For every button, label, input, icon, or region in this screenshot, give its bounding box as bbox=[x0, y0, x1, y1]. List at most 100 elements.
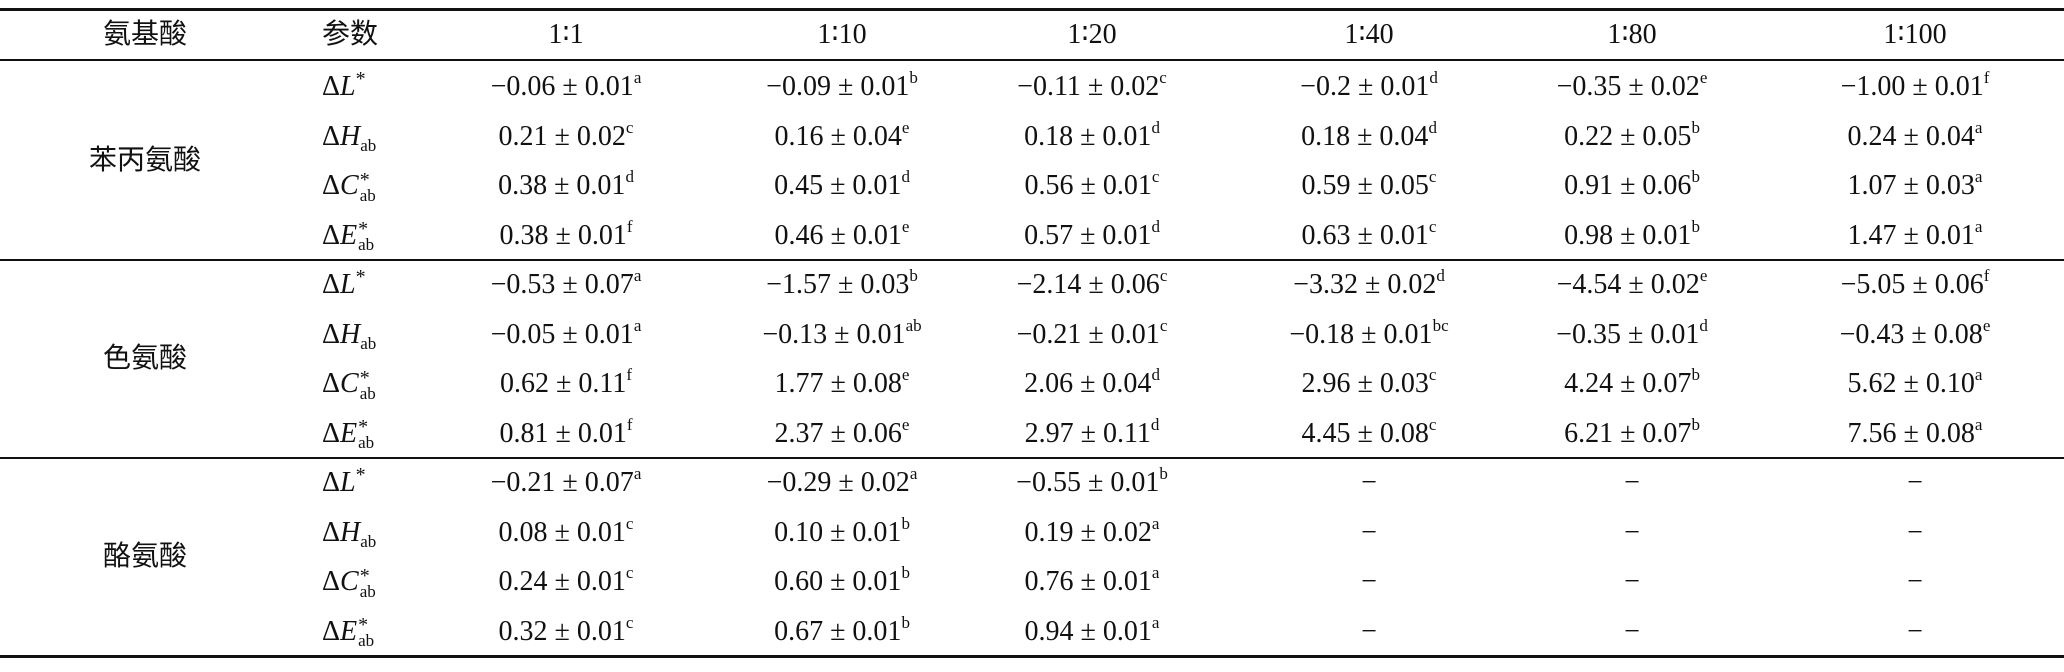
cell-sup: a bbox=[1151, 612, 1160, 632]
cell-sup: b bbox=[901, 513, 910, 533]
param-sub: ab bbox=[359, 383, 376, 403]
cell-sup: a bbox=[1974, 414, 1983, 434]
cell-sup: f bbox=[626, 216, 633, 236]
cell-value: −0.13 ± 0.01 bbox=[762, 318, 906, 350]
param-sub: ab bbox=[359, 581, 376, 601]
cell-value: 0.76 ± 0.01 bbox=[1024, 566, 1152, 597]
param-sup: * bbox=[355, 68, 366, 90]
data-cell: 4.45 ± 0.08c bbox=[1302, 409, 1437, 459]
cell-value: 0.91 ± 0.06 bbox=[1564, 170, 1692, 201]
data-cell: −0.35 ± 0.02e bbox=[1557, 62, 1708, 112]
data-cell: 6.21 ± 0.07b bbox=[1564, 409, 1700, 459]
data-cell: 0.59 ± 0.05c bbox=[1302, 161, 1437, 211]
param-prefix: Δ bbox=[322, 120, 341, 152]
cell-value: 1.07 ± 0.03 bbox=[1847, 170, 1975, 201]
param-scripts: * ab bbox=[359, 564, 376, 601]
rule-line bbox=[0, 457, 2064, 459]
data-cell: −0.53 ± 0.07a bbox=[491, 260, 642, 310]
param: ΔHab bbox=[322, 112, 376, 162]
cell-value: −0.05 ± 0.01 bbox=[490, 318, 634, 350]
cell-value: 0.57 ± 0.01 bbox=[1024, 219, 1152, 251]
cell-value: − bbox=[1907, 615, 1923, 647]
data-cell: −0.43 ± 0.08e bbox=[1840, 310, 1991, 360]
param-prefix: Δ bbox=[322, 269, 341, 300]
cell-value: 0.45 ± 0.01 bbox=[774, 170, 902, 201]
cell-sup: c bbox=[1428, 216, 1437, 236]
data-cell: 0.56 ± 0.01c bbox=[1025, 161, 1160, 211]
cell-sup: a bbox=[633, 315, 642, 335]
param-prefix: Δ bbox=[322, 417, 341, 449]
cell-value: 4.45 ± 0.08 bbox=[1301, 417, 1429, 449]
data-cell: − bbox=[1907, 557, 1923, 607]
data-cell: 2.06 ± 0.04d bbox=[1024, 359, 1160, 409]
param: ΔC * ab bbox=[322, 359, 376, 409]
cell-value: − bbox=[1907, 516, 1923, 548]
param-var: E bbox=[340, 219, 358, 251]
cell-sup: c bbox=[1159, 68, 1167, 87]
data-cell: 0.63 ± 0.01c bbox=[1302, 211, 1437, 261]
data-cell: −0.21 ± 0.07a bbox=[491, 458, 642, 508]
data-cell: −0.35 ± 0.01d bbox=[1556, 310, 1708, 360]
param-sub: ab bbox=[360, 333, 377, 353]
cell-sup: c bbox=[625, 612, 634, 632]
param-sup: * bbox=[359, 564, 370, 587]
cell-sup: a bbox=[1974, 117, 1983, 137]
cell-sup: a bbox=[909, 464, 918, 483]
param-prefix: Δ bbox=[322, 318, 341, 350]
cell-sup: a bbox=[1151, 563, 1160, 582]
param: ΔL* bbox=[322, 260, 366, 310]
rule-line bbox=[0, 59, 2064, 61]
cell-value: 0.63 ± 0.01 bbox=[1301, 219, 1429, 251]
cell-sup: c bbox=[1428, 414, 1437, 434]
data-cell: −0.21 ± 0.01c bbox=[1017, 310, 1168, 360]
data-cell: 0.45 ± 0.01d bbox=[774, 161, 910, 211]
cell-sup: d bbox=[1151, 365, 1160, 384]
param-var: E bbox=[340, 615, 358, 647]
param-prefix: Δ bbox=[322, 467, 341, 498]
cell-value: − bbox=[1361, 566, 1377, 597]
cell-value: −0.2 ± 0.01 bbox=[1300, 71, 1430, 102]
cell-value: −0.09 ± 0.01 bbox=[766, 71, 910, 102]
data-cell: 0.22 ± 0.05b bbox=[1564, 112, 1700, 162]
cell-sup: c bbox=[1151, 167, 1160, 186]
cell-value: 1.77 ± 0.08 bbox=[774, 368, 902, 399]
cell-value: −0.35 ± 0.01 bbox=[1556, 318, 1700, 350]
param-sub: ab bbox=[358, 631, 375, 651]
param: ΔL* bbox=[322, 458, 366, 508]
param-var: E bbox=[340, 417, 358, 449]
data-cell: −0.18 ± 0.01bc bbox=[1289, 310, 1448, 360]
data-cell: 1.77 ± 0.08e bbox=[775, 359, 910, 409]
cell-value: −0.21 ± 0.01 bbox=[1016, 318, 1160, 350]
data-cell: 0.81 ± 0.01f bbox=[499, 409, 632, 459]
cell-value: 0.62 ± 0.11 bbox=[500, 368, 627, 399]
cell-sup: f bbox=[1983, 266, 1990, 285]
data-cell: 0.08 ± 0.01c bbox=[499, 508, 634, 558]
data-cell: 0.18 ± 0.04d bbox=[1301, 112, 1437, 162]
cell-value: −0.06 ± 0.01 bbox=[490, 71, 634, 102]
param-sup: * bbox=[359, 366, 370, 389]
cell-value: −0.43 ± 0.08 bbox=[1839, 318, 1983, 350]
cell-value: −0.21 ± 0.07 bbox=[490, 467, 634, 498]
header-cell: 1∶40 bbox=[1344, 19, 1394, 50]
cell-value: 1.47 ± 0.01 bbox=[1847, 219, 1975, 251]
header-cell: 1∶100 bbox=[1883, 19, 1947, 50]
cell-value: 0.94 ± 0.01 bbox=[1024, 615, 1152, 647]
data-cell: 0.62 ± 0.11f bbox=[500, 359, 632, 409]
param: ΔE * ab bbox=[322, 409, 374, 459]
cell-sup: d bbox=[901, 167, 910, 186]
param-sub: ab bbox=[358, 433, 375, 453]
cell-sup: b bbox=[901, 612, 910, 632]
data-cell: 0.16 ± 0.04e bbox=[775, 112, 910, 162]
param-prefix: Δ bbox=[322, 368, 341, 399]
cell-value: −0.53 ± 0.07 bbox=[490, 269, 634, 300]
cell-value: −0.18 ± 0.01 bbox=[1289, 318, 1433, 350]
cell-value: 0.08 ± 0.01 bbox=[498, 516, 626, 548]
data-cell: − bbox=[1907, 508, 1923, 558]
cell-value: 0.98 ± 0.01 bbox=[1564, 219, 1692, 251]
data-cell: 0.10 ± 0.01b bbox=[774, 508, 910, 558]
cell-value: −1.00 ± 0.01 bbox=[1840, 71, 1984, 102]
header-cell: 1∶20 bbox=[1067, 19, 1117, 50]
data-cell: − bbox=[1361, 458, 1377, 508]
data-cell: −0.55 ± 0.01b bbox=[1016, 458, 1168, 508]
cell-sup: e bbox=[1699, 266, 1708, 285]
